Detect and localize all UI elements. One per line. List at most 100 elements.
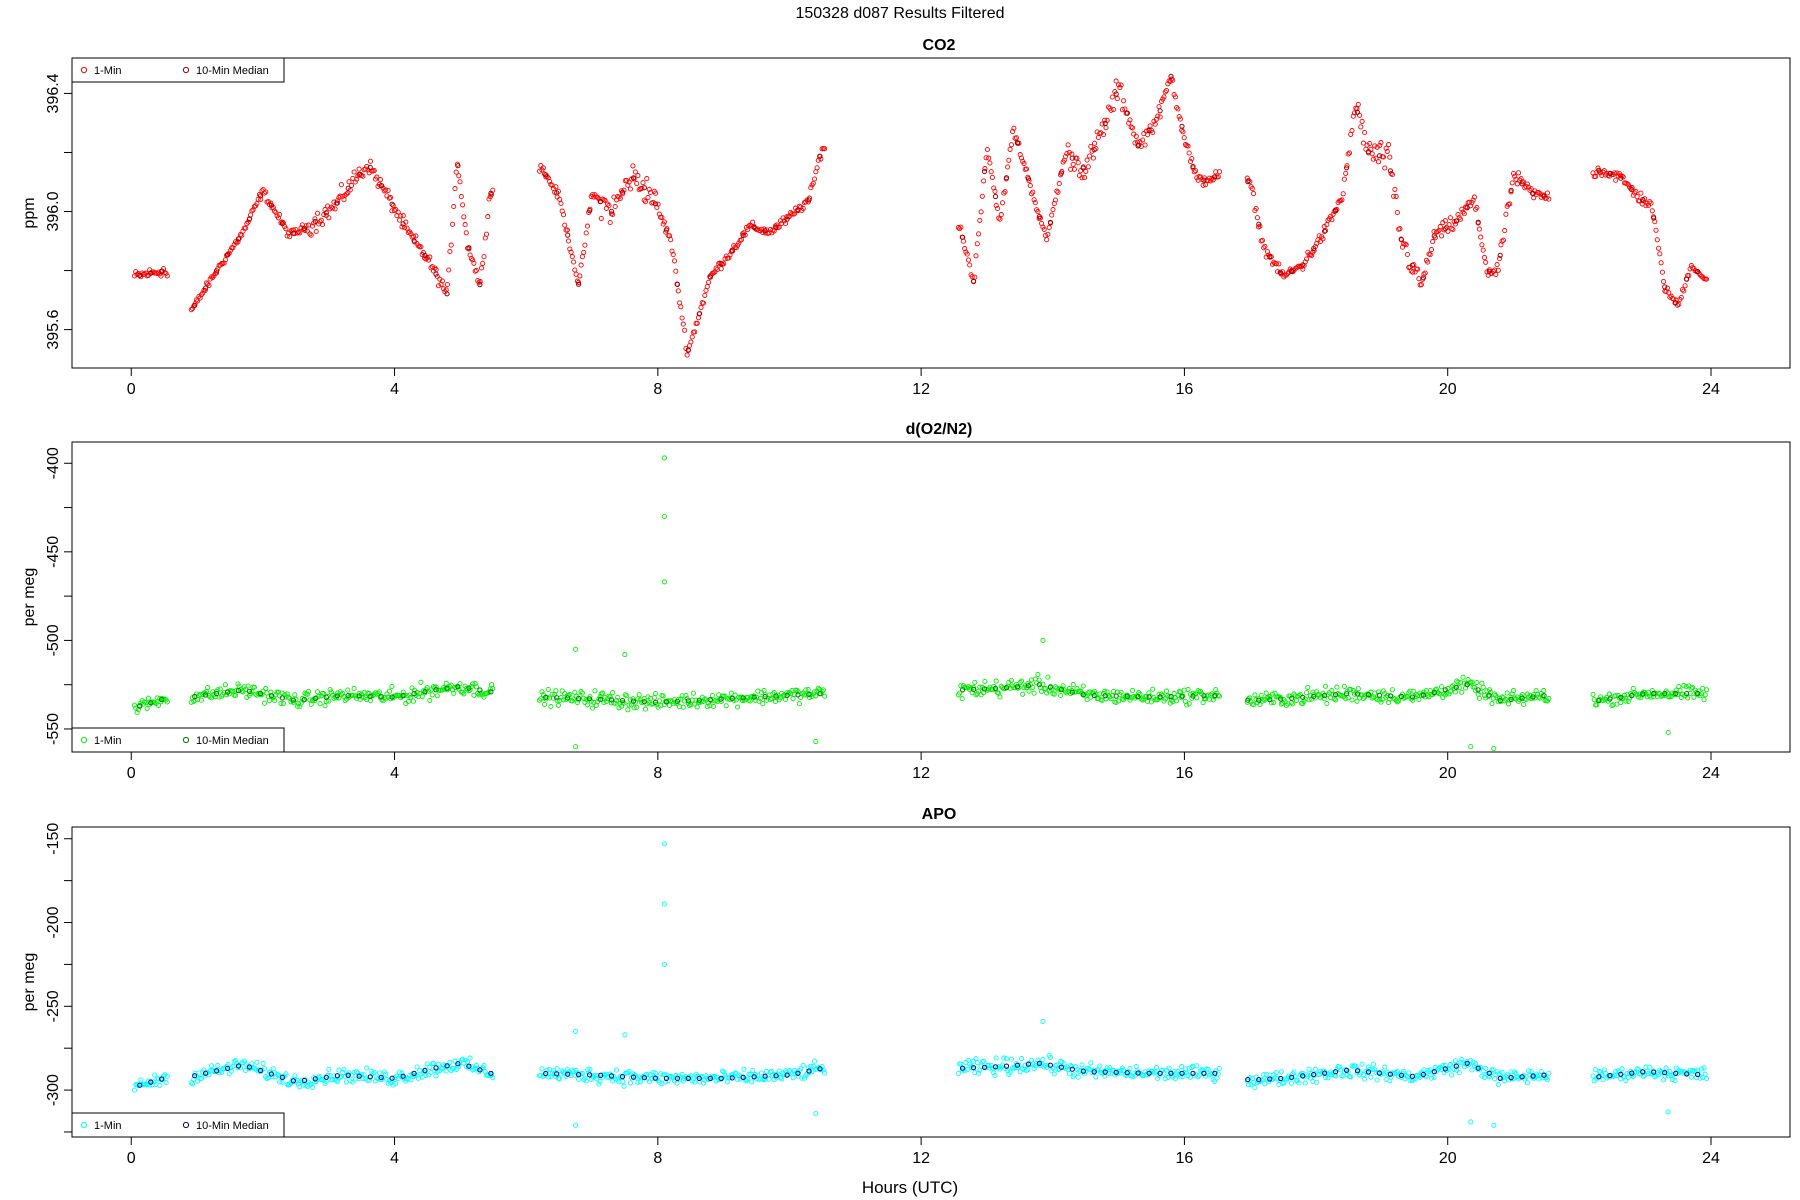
point-10-min-median [225, 1065, 231, 1072]
point-1-min [241, 1058, 247, 1064]
point-1-min [1643, 203, 1649, 209]
point-10-min-median [1629, 693, 1635, 699]
point-1-min [1652, 1074, 1658, 1080]
point-1-min [1510, 170, 1517, 177]
point-1-min [254, 201, 260, 207]
point-1-min [1272, 1075, 1278, 1081]
point-1-min [587, 694, 593, 700]
point-1-min [1113, 699, 1119, 706]
point-10-min-median [159, 697, 165, 703]
point-1-min [395, 209, 401, 215]
x-tick-label: 12 [912, 381, 930, 398]
point-1-min [545, 1074, 551, 1080]
point-1-min [982, 166, 988, 172]
x-tick-label: 16 [1176, 381, 1194, 398]
point-10-min-median [1607, 696, 1613, 702]
point-1-min [163, 1079, 169, 1086]
point-1-min [625, 1070, 631, 1076]
point-1-min [748, 1079, 755, 1085]
point-1-min [463, 1063, 469, 1070]
point-1-min [1343, 696, 1349, 702]
point-1-min [1480, 1068, 1486, 1074]
point-1-min [625, 182, 631, 188]
point-1-min [635, 696, 641, 702]
point-1-min [1273, 1070, 1279, 1076]
legend-label-10-min-median: 10-Min Median [196, 65, 269, 77]
point-10-min-median [751, 694, 757, 700]
point-10-min-median [1157, 694, 1163, 700]
point-1-min [1263, 690, 1269, 696]
point-1-min [1681, 288, 1687, 294]
point-10-min-median [1464, 205, 1470, 211]
x-tick-label: 24 [1702, 381, 1720, 398]
point-1-min [1031, 197, 1037, 203]
point-1-min [138, 1077, 144, 1083]
point-1-min [799, 1075, 805, 1081]
point-1-min [295, 1081, 302, 1087]
point-1-min [814, 165, 820, 171]
point-1-min [1056, 181, 1062, 187]
point-1-min [636, 692, 642, 698]
point-1-min [1459, 206, 1465, 212]
point-1-min [1653, 1073, 1659, 1079]
point-1-min [1524, 691, 1530, 697]
point-1-min [345, 687, 351, 693]
point-1-min [631, 705, 637, 711]
point-1-min [1350, 113, 1356, 119]
point-1-min [583, 696, 589, 702]
legend: 1-Min 10-Min Median [71, 1112, 285, 1138]
point-10-min-median [1267, 253, 1273, 260]
point-10-min-median [1201, 1070, 1207, 1076]
point-1-min [1447, 215, 1453, 221]
point-1-min [1531, 1075, 1537, 1081]
point-1-min [261, 1065, 268, 1072]
point-1-min [1189, 1064, 1195, 1071]
point-1-min [1355, 686, 1361, 692]
point-1-min [1659, 1069, 1665, 1075]
point-1-min [1054, 188, 1060, 194]
point-1-min [625, 707, 631, 713]
point-10-min-median [1190, 1070, 1196, 1076]
point-1-min [1692, 1068, 1698, 1074]
point-1-min [553, 184, 559, 190]
point-1-min [776, 224, 782, 230]
point-10-min-median [598, 696, 604, 702]
point-1-min [1215, 1071, 1221, 1077]
point-1-min [974, 1060, 980, 1066]
point-1-min [1118, 689, 1124, 695]
point-1-min [1519, 692, 1525, 698]
point-1-min [1389, 172, 1395, 178]
point-1-min [152, 1072, 158, 1078]
point-10-min-median [992, 193, 999, 200]
point-10-min-median [1530, 1073, 1536, 1079]
point-10-min-median [1300, 1073, 1306, 1079]
point-10-min-median [422, 689, 428, 695]
point-10-min-median [960, 687, 966, 693]
point-10-min-median [619, 189, 626, 195]
point-1-min [133, 705, 139, 711]
point-10-min-median [1618, 175, 1624, 181]
point-1-min [1703, 687, 1710, 693]
point-1-min [1632, 190, 1638, 196]
point-1-min [1216, 693, 1223, 699]
legend-marker-10-min-median [182, 736, 190, 744]
point-10-min-median [1311, 693, 1317, 700]
point-1-min [986, 1063, 992, 1069]
point-1-min [350, 1079, 356, 1085]
point-1-min [399, 224, 405, 230]
series-10-min-median [137, 73, 1701, 353]
point-1-min [217, 262, 223, 268]
x-tick-label: 20 [1439, 381, 1457, 398]
point-1-min [243, 225, 249, 231]
point-10-min-median [598, 198, 604, 205]
point-10-min-median [971, 278, 977, 285]
point-1-min [432, 1068, 438, 1074]
point-1-min [600, 690, 606, 696]
point-1-min [1546, 696, 1552, 702]
point-1-min [1167, 700, 1173, 706]
point-1-min [234, 240, 240, 246]
point-10-min-median [652, 699, 659, 705]
point-1-min [1040, 1057, 1046, 1063]
point-1-min [565, 238, 572, 244]
